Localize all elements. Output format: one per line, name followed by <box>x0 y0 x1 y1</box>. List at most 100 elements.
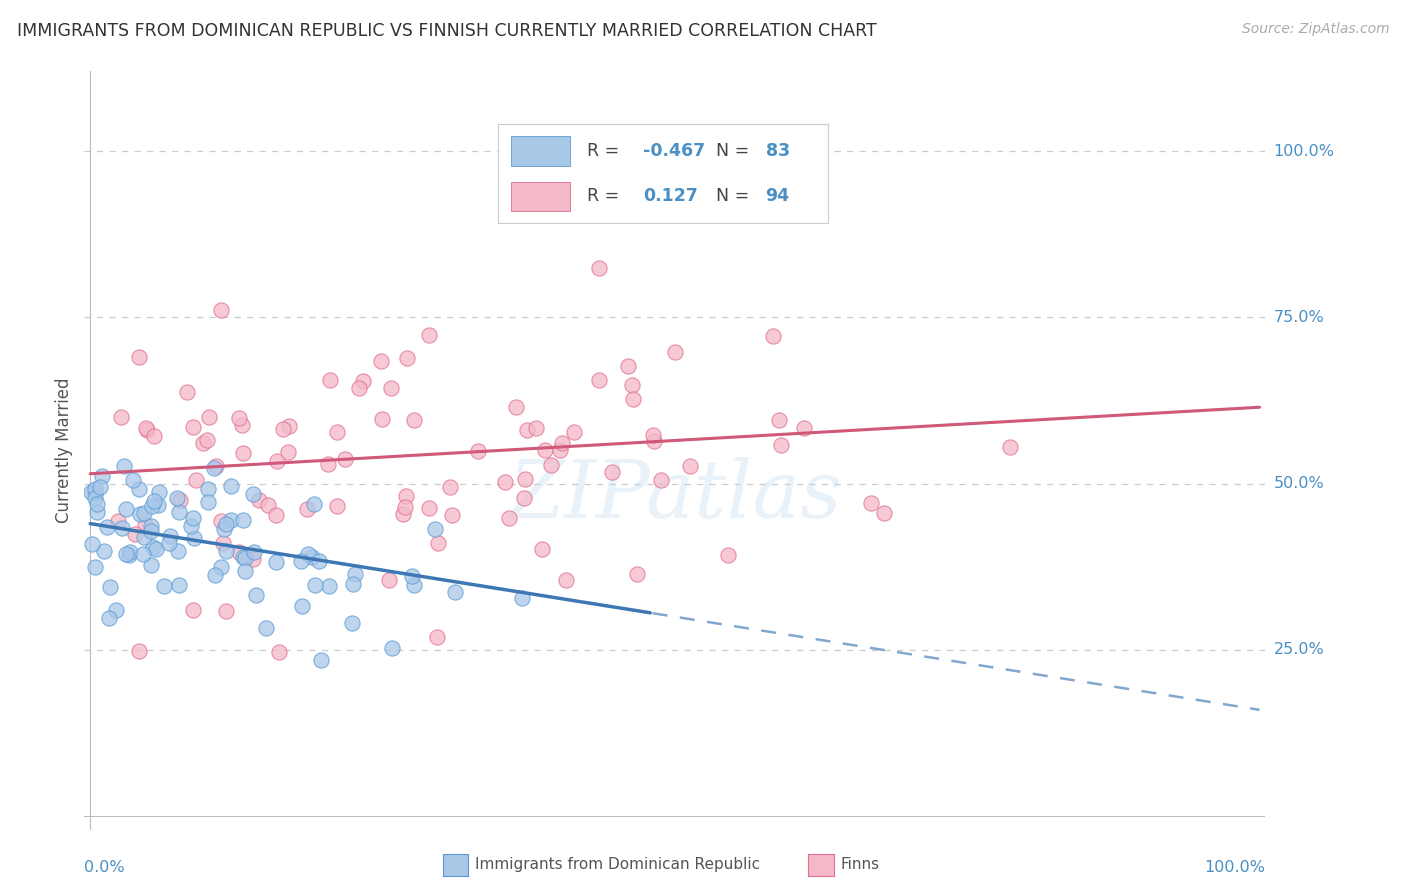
Point <box>297 547 319 561</box>
Point <box>650 473 672 487</box>
Point <box>643 428 665 442</box>
Point <box>145 542 167 557</box>
Point <box>84 485 107 500</box>
Point <box>297 502 319 516</box>
Point <box>83 491 105 505</box>
Point <box>418 500 440 515</box>
Point <box>89 480 111 494</box>
Point <box>209 303 232 318</box>
Point <box>394 500 416 515</box>
Point <box>139 558 162 573</box>
Point <box>873 506 896 520</box>
Text: ZIPatlas: ZIPatlas <box>508 458 842 534</box>
Point <box>245 588 267 602</box>
Point <box>176 385 198 400</box>
Text: 100.0%: 100.0% <box>1205 860 1265 875</box>
Point <box>232 550 254 565</box>
Text: Source: ZipAtlas.com: Source: ZipAtlas.com <box>1241 22 1389 37</box>
Point <box>243 545 266 559</box>
Text: Immigrants from Dominican Republic: Immigrants from Dominican Republic <box>475 857 761 872</box>
Point <box>266 454 288 468</box>
Point <box>215 604 238 618</box>
Point <box>166 491 188 506</box>
Point <box>304 578 326 592</box>
Point <box>513 491 536 506</box>
Point <box>762 329 785 343</box>
Point <box>717 549 740 563</box>
Point <box>169 493 191 508</box>
Point <box>107 514 129 528</box>
Point <box>197 495 219 509</box>
Point <box>276 445 298 459</box>
Point <box>181 420 204 434</box>
Point <box>333 451 356 466</box>
Point <box>129 508 152 522</box>
Point <box>152 579 174 593</box>
Point <box>381 640 404 655</box>
Text: 100.0%: 100.0% <box>1274 144 1334 159</box>
Point <box>231 418 253 433</box>
Point <box>588 261 610 276</box>
Point <box>84 486 107 500</box>
Point <box>167 505 190 519</box>
Point <box>395 351 418 366</box>
Point <box>96 520 118 534</box>
Point <box>318 457 340 471</box>
Point <box>439 479 461 493</box>
Point <box>221 479 243 493</box>
Point <box>378 573 401 587</box>
Point <box>219 513 242 527</box>
Point <box>142 494 165 508</box>
Point <box>402 578 425 592</box>
Text: 0.0%: 0.0% <box>84 860 125 875</box>
Point <box>425 522 447 536</box>
Point <box>143 428 166 442</box>
Point <box>159 528 181 542</box>
Point <box>264 508 287 522</box>
Point <box>157 536 180 550</box>
Point <box>128 644 150 658</box>
Point <box>426 630 449 644</box>
Point <box>142 540 165 554</box>
Point <box>204 461 226 475</box>
Text: 50.0%: 50.0% <box>1274 476 1324 491</box>
Point <box>141 500 163 514</box>
Point <box>135 421 157 435</box>
Point <box>301 550 323 565</box>
Text: Finns: Finns <box>841 857 880 872</box>
Point <box>86 497 108 511</box>
Point <box>551 436 574 450</box>
Point <box>291 599 314 614</box>
Point <box>228 411 250 425</box>
Point <box>679 459 702 474</box>
Point <box>105 603 128 617</box>
Point <box>139 524 162 538</box>
Point <box>233 564 256 578</box>
Point <box>86 505 108 519</box>
Point <box>395 489 418 503</box>
Point <box>309 653 332 667</box>
Point <box>602 466 624 480</box>
Text: IMMIGRANTS FROM DOMINICAN REPUBLIC VS FINNISH CURRENTLY MARRIED CORRELATION CHAR: IMMIGRANTS FROM DOMINICAN REPUBLIC VS FI… <box>17 22 876 40</box>
Point <box>134 517 156 532</box>
Point <box>343 566 366 581</box>
Point <box>418 328 440 343</box>
Point <box>120 545 142 559</box>
Text: 75.0%: 75.0% <box>1274 310 1324 325</box>
Point <box>128 350 150 364</box>
Point <box>531 541 554 556</box>
Point <box>621 378 644 392</box>
Point <box>269 645 291 659</box>
Point <box>617 359 640 374</box>
Point <box>264 555 287 569</box>
Point <box>181 603 204 617</box>
Point <box>588 374 610 388</box>
Point <box>370 354 392 368</box>
Point <box>621 392 644 406</box>
Point <box>214 516 236 531</box>
Point <box>180 519 202 533</box>
Point <box>121 473 143 487</box>
Point <box>139 518 162 533</box>
Point <box>768 413 790 427</box>
Point <box>80 537 103 551</box>
